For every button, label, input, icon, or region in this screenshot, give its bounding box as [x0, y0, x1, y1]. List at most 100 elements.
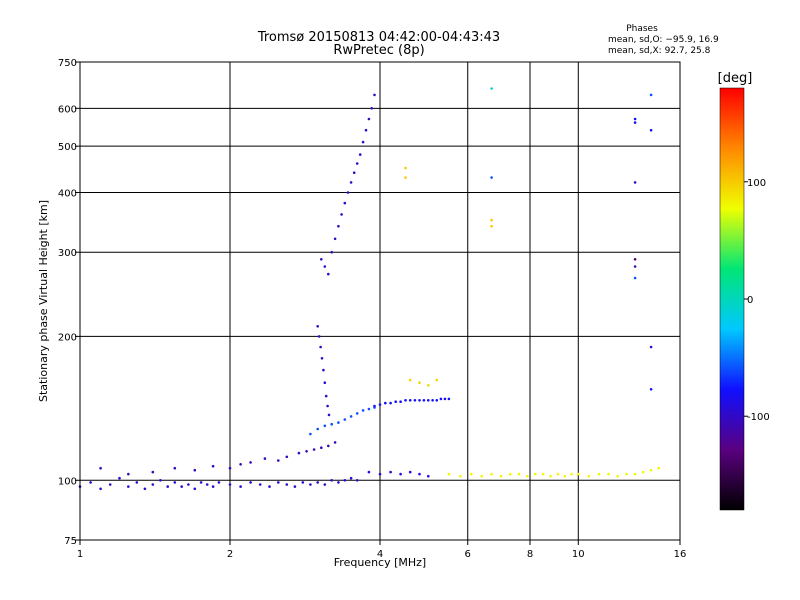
data-point	[361, 409, 365, 412]
data-point	[394, 400, 398, 404]
data-point	[337, 481, 340, 484]
colorbar-tick-label: 0	[747, 295, 753, 306]
data-point	[367, 470, 371, 474]
data-points	[78, 87, 660, 491]
y-tick-label: 100	[58, 476, 77, 487]
data-point	[249, 461, 252, 464]
phases-stats: Phases mean, sd,O: −95.9, 16.9 mean, sd,…	[608, 24, 719, 56]
data-point	[324, 394, 328, 398]
data-point	[570, 472, 573, 476]
y-tick-label: 600	[58, 104, 77, 115]
title-block: Tromsø 20150813 04:42:00-04:43:43 RwPret…	[257, 30, 500, 58]
data-point	[193, 487, 197, 491]
data-point	[333, 441, 337, 444]
data-point	[404, 166, 407, 170]
data-point	[301, 481, 305, 484]
data-point	[258, 483, 262, 486]
data-point	[431, 399, 434, 402]
data-point	[346, 191, 350, 194]
data-point	[435, 378, 439, 382]
data-point	[355, 162, 359, 165]
data-point	[327, 444, 330, 448]
data-point	[323, 483, 327, 486]
x-tick-label: 16	[674, 549, 687, 560]
data-point	[534, 472, 537, 476]
data-point	[373, 404, 376, 408]
data-point	[649, 388, 653, 391]
data-point	[326, 404, 329, 408]
data-point	[408, 470, 412, 474]
data-point	[337, 224, 340, 228]
data-point	[418, 381, 421, 385]
grid	[80, 62, 680, 540]
data-point	[657, 466, 660, 470]
data-point	[422, 399, 426, 402]
data-point	[323, 381, 327, 385]
phases-line-o: mean, sd,O: −95.9, 16.9	[608, 35, 719, 45]
data-point	[427, 474, 430, 478]
data-point	[443, 397, 447, 401]
y-tick-label: 200	[58, 332, 77, 343]
data-point	[607, 472, 610, 476]
y-axis: 75 100 200 300 400 500 600 750	[58, 58, 80, 547]
data-point	[277, 481, 280, 484]
data-point	[239, 485, 242, 488]
data-point	[343, 418, 347, 421]
data-point	[173, 481, 177, 484]
data-point	[349, 415, 353, 418]
data-point	[490, 87, 493, 90]
data-point	[378, 472, 382, 476]
data-point	[556, 472, 560, 476]
x-axis: 1 2 4 6 8 10 16	[77, 540, 687, 560]
data-point	[364, 128, 368, 132]
data-point	[508, 472, 512, 476]
data-point	[367, 407, 371, 411]
data-point	[323, 424, 327, 428]
data-point	[211, 464, 215, 468]
data-point	[217, 481, 221, 484]
chart-subtitle: RwPretec (8p)	[333, 43, 424, 58]
data-point	[193, 468, 197, 472]
data-point	[99, 487, 102, 491]
data-point	[319, 345, 322, 349]
data-point	[159, 479, 162, 482]
data-point	[312, 448, 316, 451]
data-point	[285, 455, 289, 459]
data-point	[361, 140, 365, 144]
data-point	[490, 472, 493, 476]
data-point	[526, 474, 529, 478]
phases-line-x: mean, sd,X: 92.7, 25.8	[608, 46, 711, 56]
data-point	[370, 107, 374, 110]
data-point	[633, 472, 637, 476]
data-point	[418, 472, 421, 476]
data-point	[480, 474, 484, 478]
data-point	[127, 485, 130, 488]
data-point	[349, 181, 353, 184]
data-point	[320, 446, 323, 450]
data-point	[625, 472, 628, 476]
data-point	[389, 470, 392, 474]
data-point	[649, 345, 653, 349]
data-point	[633, 181, 637, 184]
data-point	[277, 459, 280, 462]
data-point	[340, 213, 343, 216]
data-point	[205, 483, 209, 486]
data-point	[427, 399, 430, 402]
data-point	[373, 93, 376, 97]
data-point	[320, 357, 324, 360]
data-point	[649, 468, 653, 472]
data-point	[633, 265, 637, 268]
y-tick-label: 750	[58, 58, 77, 69]
data-point	[151, 483, 155, 486]
data-point	[435, 399, 439, 402]
data-point	[399, 400, 402, 404]
data-point	[427, 384, 430, 387]
data-point	[320, 258, 323, 261]
data-point	[293, 485, 297, 488]
data-point	[143, 487, 147, 491]
data-point	[228, 483, 232, 486]
data-point	[490, 224, 493, 228]
data-point	[127, 472, 130, 476]
y-tick-label: 500	[58, 142, 77, 153]
data-point	[343, 479, 347, 482]
